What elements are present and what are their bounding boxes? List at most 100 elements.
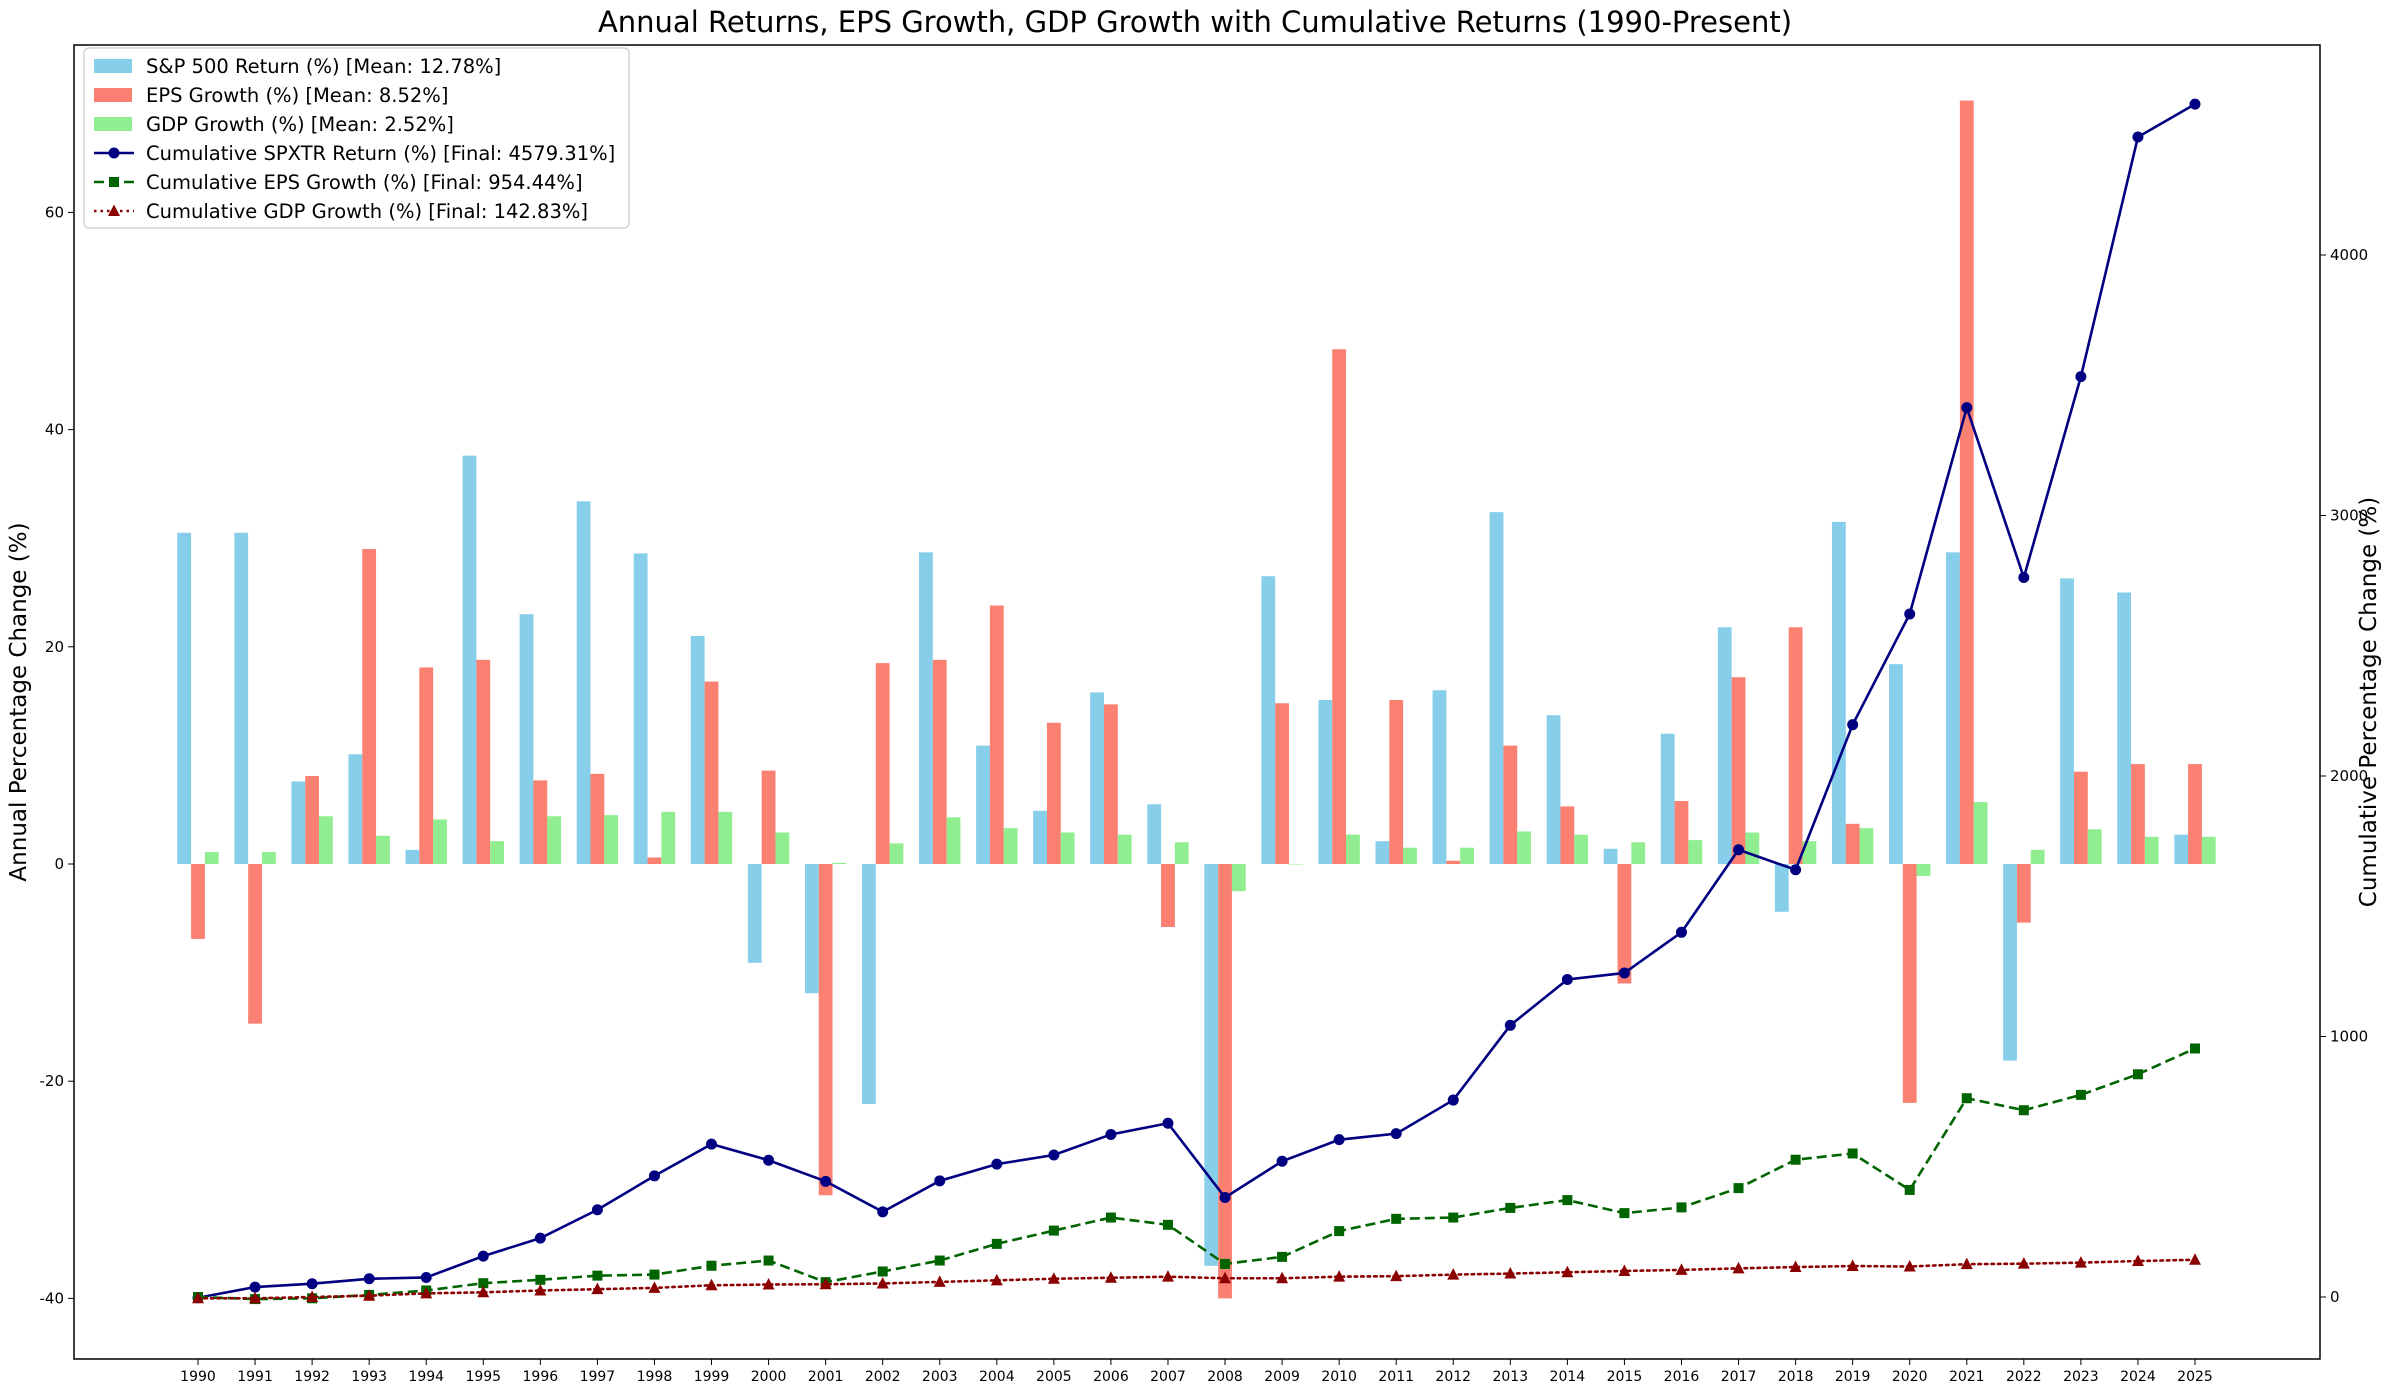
- bar-0-2000: [747, 864, 762, 963]
- line-point-2-2009: [1276, 1271, 1289, 1284]
- bar-0-1997: [576, 501, 591, 864]
- bar-0-2013: [1489, 512, 1504, 864]
- legend-frame: [83, 47, 630, 229]
- line-point-2-2015: [1618, 1264, 1631, 1276]
- bar-2-2015: [1631, 842, 1646, 864]
- line-point-1-2010: [1334, 1226, 1345, 1237]
- line-point-1-2000: [763, 1255, 774, 1266]
- x-tick-label: 1994: [408, 1369, 444, 1385]
- bar-1-1994: [419, 667, 434, 864]
- line-point-2-1998: [648, 1281, 661, 1293]
- bar-2-1991: [261, 852, 276, 864]
- bar-0-1999: [690, 635, 705, 864]
- line-point-0-2009: [1276, 1155, 1288, 1167]
- x-tick-label: 2006: [1093, 1369, 1129, 1385]
- line-point-0-2008: [1219, 1191, 1231, 1203]
- legend-marker-5: [108, 204, 120, 216]
- bar-1-2000: [761, 770, 776, 864]
- bar-1-2008: [1218, 864, 1232, 1299]
- bar-2-2008: [1231, 864, 1246, 892]
- bar-2-2024: [2144, 836, 2159, 864]
- x-tick-label: 2020: [1892, 1369, 1928, 1385]
- x-tick-label: 2003: [922, 1369, 958, 1385]
- lines-layer: [192, 98, 2201, 1305]
- bar-1-1998: [647, 857, 662, 864]
- x-tick-label: 2025: [2177, 1369, 2213, 1385]
- bar-2-2009: [1288, 864, 1303, 865]
- line-point-1-2008: [1220, 1258, 1231, 1269]
- x-tick-label: 1998: [637, 1369, 673, 1385]
- bar-2-2013: [1517, 831, 1532, 864]
- bar-1-2015: [1617, 864, 1632, 984]
- line-point-1-2004: [991, 1238, 1002, 1249]
- line-point-2-1997: [591, 1282, 604, 1295]
- x-tick-label: 2005: [1036, 1369, 1072, 1385]
- x-tick-label: 2013: [1492, 1369, 1528, 1385]
- bar-2-2004: [1003, 828, 1018, 864]
- x-tick-label: 2016: [1664, 1369, 1700, 1385]
- line-point-1-1996: [535, 1274, 546, 1285]
- bar-0-1992: [291, 781, 306, 864]
- bar-1-2012: [1446, 860, 1461, 864]
- line-series-2: [192, 1253, 2201, 1304]
- x-tick-label: 1999: [694, 1369, 730, 1385]
- bar-0-2007: [1147, 804, 1162, 864]
- line-point-2-1995: [477, 1285, 490, 1298]
- y2-tick-label: 2000: [2330, 767, 2368, 785]
- legend-marker-3: [108, 147, 120, 159]
- bar-0-1991: [234, 532, 249, 864]
- bar-2-2001: [832, 862, 847, 864]
- line-point-2-2017: [1732, 1261, 1745, 1274]
- bar-2-2021: [1973, 802, 1988, 864]
- x-tick-label: 2024: [2120, 1369, 2156, 1385]
- x-tick-label: 1993: [351, 1369, 387, 1385]
- x-tick-label: 2022: [2006, 1369, 2042, 1385]
- bar-0-2017: [1717, 627, 1732, 864]
- bar-series-1: [191, 100, 2202, 1299]
- x-tick-label: 1996: [523, 1369, 559, 1385]
- line-point-2-2016: [1675, 1263, 1688, 1275]
- x-tick-label: 2014: [1550, 1369, 1586, 1385]
- bar-0-1990: [177, 532, 192, 864]
- x-tick-label: 2021: [1949, 1369, 1985, 1385]
- line-point-0-1998: [648, 1170, 660, 1182]
- line-point-2-2010: [1333, 1270, 1346, 1282]
- bar-0-2014: [1546, 715, 1561, 864]
- x-tick-label: 1992: [294, 1369, 330, 1385]
- y-tick-label: 40: [45, 421, 64, 439]
- bar-2-2022: [2030, 849, 2045, 864]
- bar-1-1991: [248, 864, 262, 1024]
- bar-2-1993: [376, 835, 390, 864]
- line-point-0-1996: [534, 1232, 546, 1244]
- bar-1-2013: [1503, 745, 1518, 864]
- bar-0-2025: [2174, 834, 2189, 864]
- bar-0-2021: [1946, 552, 1960, 864]
- bar-0-2023: [2060, 578, 2074, 864]
- bar-1-2025: [2188, 764, 2202, 864]
- x-tick-label: 2008: [1207, 1369, 1243, 1385]
- line-point-1-2012: [1448, 1212, 1459, 1223]
- line-point-2-2019: [1846, 1259, 1859, 1272]
- bar-0-2009: [1261, 576, 1276, 864]
- bar-1-2024: [2131, 764, 2145, 864]
- line-point-0-2004: [991, 1158, 1003, 1170]
- line-point-1-2022: [2018, 1105, 2029, 1116]
- x-tick-label: 1991: [237, 1369, 273, 1385]
- line-point-2-1996: [534, 1283, 547, 1296]
- bar-0-1995: [462, 455, 477, 864]
- legend-label-2: GDP Growth (%) [Mean: 2.52%]: [146, 113, 454, 136]
- line-point-2-2007: [1161, 1270, 1174, 1282]
- bar-2-2007: [1174, 842, 1189, 864]
- line-point-0-2007: [1162, 1117, 1174, 1129]
- plot-frame: [73, 44, 2321, 1360]
- bar-0-2011: [1375, 841, 1390, 864]
- bar-1-2006: [1104, 704, 1118, 864]
- y-tick-label: 60: [45, 203, 64, 221]
- line-point-0-1992: [306, 1278, 318, 1290]
- line-point-1-2002: [877, 1266, 888, 1277]
- line-point-0-2017: [1733, 844, 1745, 856]
- bar-1-2002: [875, 663, 890, 864]
- bar-0-2024: [2117, 592, 2132, 864]
- bar-1-1999: [704, 681, 719, 864]
